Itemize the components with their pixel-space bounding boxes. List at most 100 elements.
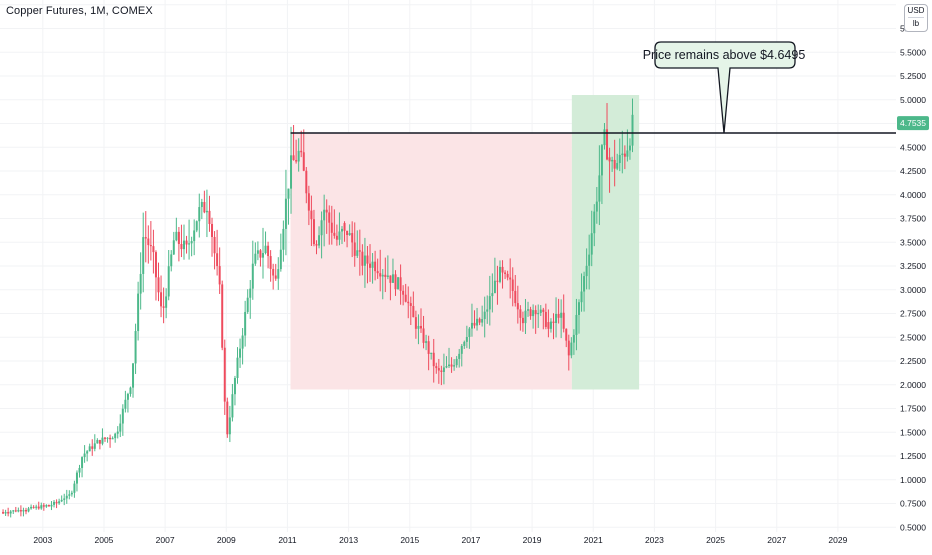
candle-down — [404, 294, 407, 302]
candle-down — [211, 223, 214, 237]
candle-down — [346, 230, 349, 236]
candle-up — [430, 352, 433, 354]
callout[interactable]: Price remains above $4.6495 — [643, 41, 806, 134]
candle-down — [7, 512, 10, 514]
candle-down — [432, 352, 435, 367]
candle-up — [600, 145, 603, 176]
x-tick-label: 2017 — [461, 535, 480, 545]
candle-down — [300, 150, 303, 153]
candle-up — [172, 240, 175, 255]
candle-down — [567, 340, 570, 356]
y-tick-label: 2.2500 — [900, 356, 926, 366]
candle-up — [111, 438, 114, 440]
candle-up — [12, 510, 15, 512]
candle-down — [557, 313, 560, 318]
candle-up — [228, 417, 231, 435]
candle-up — [137, 293, 140, 332]
candle-down — [437, 368, 440, 371]
x-tick-label: 2009 — [217, 535, 236, 545]
candle-down — [37, 506, 40, 509]
current-price-tag — [897, 116, 929, 131]
candle-up — [30, 506, 33, 509]
candle-up — [590, 233, 593, 255]
candle-up — [340, 228, 343, 232]
candle-up — [560, 312, 563, 318]
candle-up — [532, 310, 535, 317]
candle-down — [511, 279, 514, 291]
candle-down — [157, 277, 160, 293]
candle-down — [185, 240, 188, 245]
y-tick-label: 3.7500 — [900, 214, 926, 224]
candle-up — [40, 505, 43, 509]
candle-up — [53, 501, 56, 505]
candle-up — [386, 275, 389, 277]
candle-down — [269, 256, 272, 269]
candle-down — [14, 510, 17, 512]
chart-title: Copper Futures, 1M, COMEX — [6, 5, 153, 17]
candle-down — [414, 317, 417, 329]
candle-up — [593, 211, 596, 234]
candle-up — [493, 280, 496, 294]
candle-up — [621, 153, 624, 156]
candle-up — [139, 273, 142, 294]
candle-up — [417, 325, 420, 329]
candle-up — [58, 501, 61, 504]
candle-down — [203, 202, 206, 213]
unit-selector[interactable]: USD lb — [904, 4, 928, 32]
candle-down — [608, 157, 611, 162]
candle-up — [165, 296, 168, 308]
candle-up — [524, 310, 527, 324]
candle-down — [402, 290, 405, 295]
candle-down — [351, 233, 354, 243]
y-tick-label: 1.0000 — [900, 475, 926, 485]
candle-up — [498, 266, 501, 282]
candle-up — [318, 235, 321, 246]
candle-up — [570, 342, 573, 356]
candle-up — [483, 311, 486, 320]
candle-up — [626, 150, 629, 157]
candle-up — [348, 233, 351, 236]
candle-down — [226, 401, 229, 435]
candle-down — [147, 238, 150, 246]
candle-up — [182, 240, 185, 250]
candle-down — [353, 242, 356, 256]
candle-down — [272, 268, 275, 276]
candle-down — [450, 364, 453, 367]
candle-up — [190, 241, 193, 244]
x-tick-label: 2011 — [278, 535, 297, 545]
candle-down — [534, 310, 537, 315]
candle-down — [333, 232, 336, 236]
candle-up — [251, 263, 254, 289]
candle-up — [50, 504, 53, 507]
candle-up — [68, 494, 71, 496]
candle-down — [613, 159, 616, 169]
candle-up — [631, 114, 634, 146]
candle-up — [463, 341, 466, 346]
candle-up — [249, 288, 252, 298]
candle-down — [399, 277, 402, 291]
candle-up — [455, 358, 458, 366]
candle-down — [305, 170, 308, 194]
candle-up — [241, 335, 244, 349]
candle-up — [233, 378, 236, 395]
candle-up — [279, 249, 282, 270]
y-tick-label: 2.0000 — [900, 380, 926, 390]
callout-bubble[interactable] — [654, 41, 796, 134]
candle-up — [549, 321, 552, 329]
candle-down — [91, 446, 94, 449]
candle-up — [539, 309, 542, 313]
candle-down — [152, 246, 155, 253]
y-tick-label: 4.5000 — [900, 142, 926, 152]
candle-down — [509, 277, 512, 280]
highlight-zones — [290, 95, 640, 390]
candle-down — [407, 301, 410, 304]
candle-down — [504, 272, 507, 274]
candle-down — [144, 237, 147, 239]
y-tick-label: 1.5000 — [900, 427, 926, 437]
x-tick-label: 2025 — [706, 535, 725, 545]
candle-up — [323, 209, 326, 221]
candle-up — [119, 423, 122, 432]
candle-down — [343, 223, 346, 231]
